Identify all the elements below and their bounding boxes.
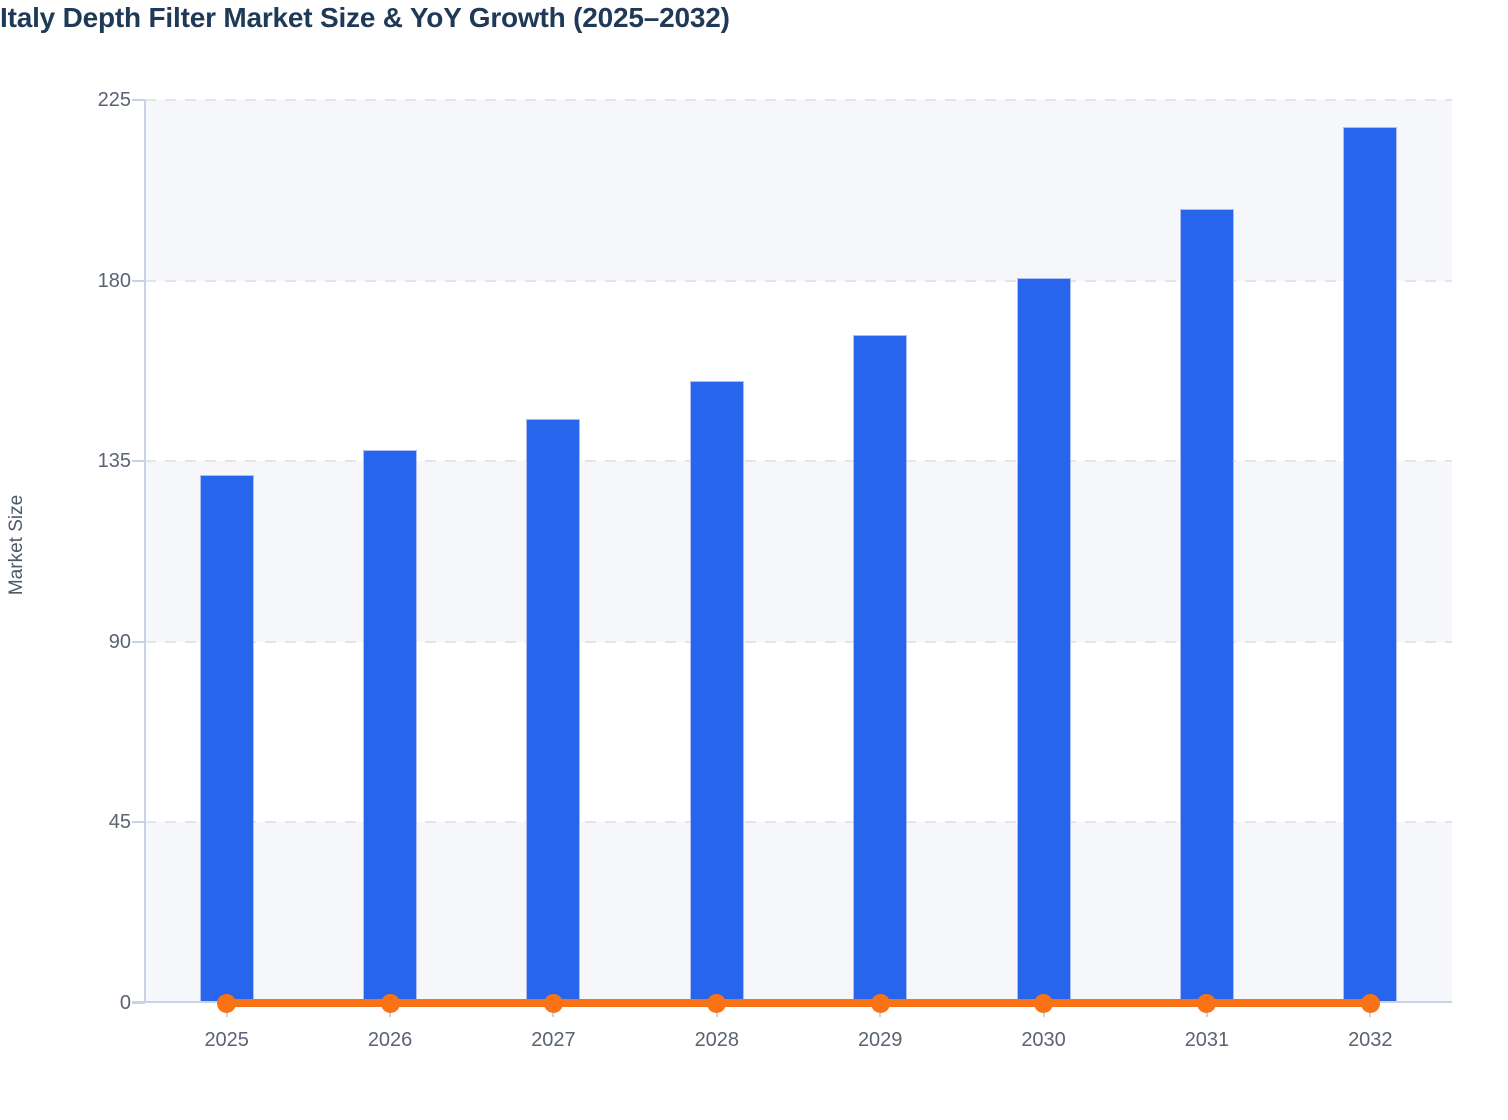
x-tick-label-2028: 2028 (694, 1029, 740, 1051)
y-axis-title: Market Size (6, 494, 27, 596)
y-axis-tick (132, 821, 145, 824)
yoy-growth-marker-2030[interactable] (1034, 993, 1054, 1013)
gridline (145, 99, 1452, 101)
x-tick-label-2031: 2031 (1184, 1029, 1230, 1051)
yoy-growth-marker-2028[interactable] (707, 993, 727, 1013)
plot-band (145, 822, 1452, 1003)
gridline (145, 279, 1452, 282)
bar-2032[interactable] (1343, 126, 1398, 1003)
y-axis-line (144, 100, 146, 1003)
bar-2030[interactable] (1016, 277, 1071, 1003)
gridline (145, 460, 1452, 463)
bar-2027[interactable] (526, 419, 581, 1003)
x-tick-label-2032: 2032 (1348, 1029, 1393, 1051)
bar-2029[interactable] (853, 334, 908, 1003)
gridline (145, 640, 1452, 643)
bar-2026[interactable] (363, 449, 418, 1003)
bar-2028[interactable] (689, 380, 744, 1003)
y-axis-tick (132, 1002, 145, 1004)
x-tick-label-2026: 2026 (367, 1029, 413, 1051)
x-tick-label-2029: 2029 (857, 1029, 903, 1051)
plot-band (145, 100, 1452, 281)
y-tick-label: 180 (97, 269, 131, 292)
bar-2025[interactable] (199, 475, 254, 1003)
yoy-growth-marker-2025[interactable] (217, 993, 237, 1013)
plot-area: 0 45 90 135 180 225 2025 2026 2027 2028 2029 2030 20… (98, 89, 1452, 1051)
y-tick-label: 45 (108, 811, 131, 834)
chart-title: Italy Depth Filter Market Size & YoY Gro… (0, 2, 730, 33)
y-axis-tick (132, 279, 145, 282)
y-tick-label: 90 (108, 630, 131, 653)
x-tick-label-2030: 2030 (1021, 1029, 1066, 1051)
bar-2031[interactable] (1179, 208, 1234, 1003)
plot-band (145, 461, 1452, 642)
y-axis-tick (132, 460, 145, 463)
yoy-growth-marker-2032[interactable] (1360, 993, 1380, 1013)
y-tick-label: 225 (97, 89, 131, 111)
y-tick-label: 135 (97, 450, 131, 473)
x-tick-label-2025: 2025 (204, 1029, 249, 1051)
y-axis-tick (132, 99, 145, 101)
plot-band (145, 280, 1452, 462)
x-tick-label-2027: 2027 (531, 1029, 576, 1051)
yoy-growth-marker-2029[interactable] (870, 993, 890, 1013)
plot-band (145, 641, 1452, 823)
yoy-growth-line[interactable] (226, 999, 1371, 1007)
yoy-growth-marker-2026[interactable] (380, 993, 400, 1013)
y-axis-tick (132, 640, 145, 643)
yoy-growth-marker-2031[interactable] (1197, 993, 1217, 1013)
yoy-growth-marker-2027[interactable] (543, 993, 563, 1013)
gridline (145, 821, 1452, 824)
y-tick-label: 0 (119, 992, 131, 1014)
